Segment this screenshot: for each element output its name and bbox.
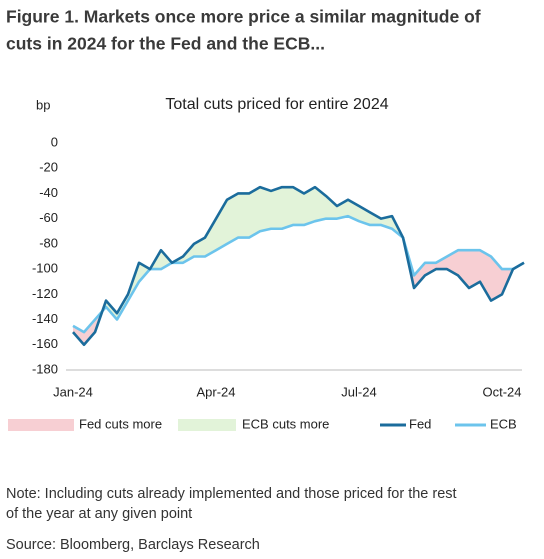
series-line xyxy=(72,214,525,334)
y-tick-label: -120 xyxy=(32,286,58,301)
y-tick-label: -100 xyxy=(32,261,58,276)
difference-area xyxy=(249,187,260,238)
legend-label: Fed xyxy=(409,416,431,431)
difference-area xyxy=(447,250,458,276)
x-tick-label: Oct-24 xyxy=(482,384,521,399)
difference-area xyxy=(370,212,381,225)
difference-area xyxy=(260,187,271,232)
difference-area xyxy=(205,218,216,257)
difference-area xyxy=(293,187,304,225)
difference-area xyxy=(84,319,95,345)
note-line: of the year at any given point xyxy=(6,506,192,522)
legend-label: ECB xyxy=(490,416,517,431)
difference-area xyxy=(480,250,491,301)
difference-area xyxy=(326,195,337,219)
difference-area xyxy=(216,199,227,251)
x-tick-label: Apr-24 xyxy=(196,384,235,399)
legend-swatch xyxy=(178,419,236,431)
difference-area xyxy=(425,262,436,276)
y-tick-label: -20 xyxy=(39,160,58,175)
y-tick-label: -140 xyxy=(32,311,58,326)
y-tick-label: -80 xyxy=(39,235,58,250)
difference-area xyxy=(238,193,249,238)
difference-area xyxy=(469,250,480,289)
legend-label: ECB cuts more xyxy=(242,416,329,431)
difference-area xyxy=(271,187,282,229)
difference-area xyxy=(304,187,315,225)
difference-area xyxy=(414,262,425,289)
y-tick-label: 0 xyxy=(51,134,58,149)
note-line: Note: Including cuts already implemented… xyxy=(6,486,457,502)
difference-area xyxy=(315,187,326,222)
source: Source: Bloomberg, Barclays Research xyxy=(6,537,260,553)
y-tick-label: -40 xyxy=(39,185,58,200)
y-axis-label: bp xyxy=(36,97,50,112)
y-tick-label: -180 xyxy=(32,361,58,376)
y-tick-label: -160 xyxy=(32,336,58,351)
legend-swatch xyxy=(8,419,74,431)
x-tick-label: Jul-24 xyxy=(341,384,376,399)
chart-title: Total cuts priced for entire 2024 xyxy=(165,96,388,113)
y-tick-label: -60 xyxy=(39,210,58,225)
title-line: cuts in 2024 for the Fed and the ECB... xyxy=(6,34,325,54)
title-line: Figure 1. Markets once more price a simi… xyxy=(6,7,481,27)
difference-area xyxy=(227,193,238,244)
difference-area xyxy=(436,256,447,270)
series-line xyxy=(72,185,525,347)
x-tick-label: Jan-24 xyxy=(53,384,93,399)
difference-area xyxy=(282,187,293,229)
legend-label: Fed cuts more xyxy=(79,416,162,431)
